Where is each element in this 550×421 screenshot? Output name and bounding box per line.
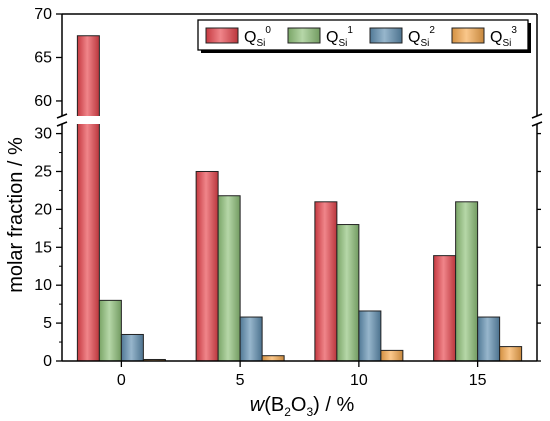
y-tick-label: 25 bbox=[34, 163, 52, 180]
x-tick-label: 10 bbox=[350, 372, 368, 389]
bar-s2-c3 bbox=[477, 316, 501, 362]
bar-s0-c0 bbox=[76, 35, 100, 362]
x-label-open: (B bbox=[264, 394, 284, 416]
axis-break-mark bbox=[56, 113, 68, 119]
legend-swatch bbox=[205, 27, 239, 44]
axis-break-mark bbox=[56, 121, 68, 127]
bar-s0-c1 bbox=[195, 170, 219, 362]
bars-layer bbox=[76, 35, 523, 362]
x-tick-label: 0 bbox=[117, 372, 126, 389]
y-tick-label: 0 bbox=[43, 353, 52, 370]
legend: QSi0 QSi1 QSi2 QSi3 bbox=[197, 19, 531, 53]
y-axis-label: molar fraction / % bbox=[5, 137, 27, 293]
x-label-sub2: 3 bbox=[306, 405, 313, 419]
axes-layer bbox=[54, 13, 545, 362]
x-tick-label: 15 bbox=[469, 372, 487, 389]
bar-s2-c1 bbox=[239, 316, 263, 362]
bar-s0-c3 bbox=[433, 255, 457, 362]
y-tick-label: 10 bbox=[34, 277, 52, 294]
y-tick-label: 20 bbox=[34, 201, 52, 218]
x-label-italic: w bbox=[250, 394, 266, 416]
bar-s3-c2 bbox=[380, 349, 404, 362]
bar-s1-c2 bbox=[336, 224, 360, 362]
y-tick-label: 15 bbox=[34, 239, 52, 256]
x-label-close: ) / % bbox=[313, 394, 354, 416]
axis-break-gap bbox=[54, 116, 545, 124]
ticks-layer: 0 5 10 15 0 5 10 15 20 25 30 60 65 70 bbox=[34, 6, 541, 389]
bar-s3-c3 bbox=[499, 346, 523, 362]
legend-label: QSi1 bbox=[326, 25, 353, 49]
legend-label: QSi3 bbox=[490, 25, 517, 49]
x-axis-label: w(B2O3) / % bbox=[250, 394, 355, 419]
bar-s3-c1 bbox=[261, 355, 285, 362]
x-tick-label: 5 bbox=[236, 372, 245, 389]
legend-swatch bbox=[369, 27, 403, 44]
bar-s2-c0 bbox=[120, 333, 144, 362]
bar-s2-c2 bbox=[358, 310, 382, 362]
y-tick-label: 5 bbox=[43, 315, 52, 332]
legend-label: QSi2 bbox=[408, 25, 435, 49]
axis-break-mark bbox=[531, 113, 543, 119]
x-label-mid: O bbox=[291, 394, 307, 416]
bar-s1-c1 bbox=[217, 195, 241, 362]
y-tick-label: 70 bbox=[34, 6, 52, 23]
legend-label: QSi0 bbox=[244, 25, 271, 49]
axis-break-mark bbox=[531, 121, 543, 127]
legend-swatch bbox=[451, 27, 485, 44]
bar-s1-c3 bbox=[455, 201, 479, 362]
y-tick-label: 60 bbox=[34, 93, 52, 110]
x-label-sub1: 2 bbox=[284, 405, 291, 419]
y-tick-label: 30 bbox=[34, 126, 52, 143]
bar-s1-c0 bbox=[98, 299, 122, 362]
legend-swatch bbox=[287, 27, 321, 44]
bar-s0-c2 bbox=[314, 201, 338, 362]
y-tick-label: 65 bbox=[34, 49, 52, 66]
